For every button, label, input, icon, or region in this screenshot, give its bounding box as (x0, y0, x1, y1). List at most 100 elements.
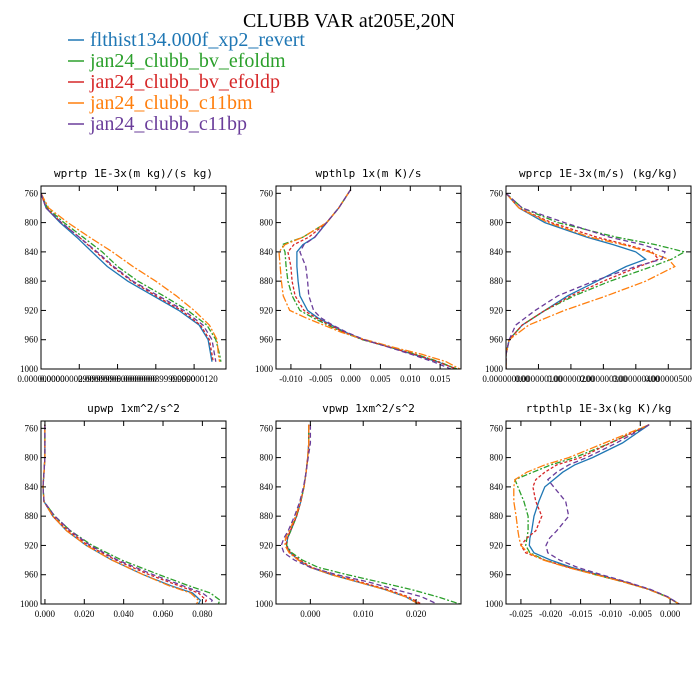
y-tick-label-0-2: 840 (25, 247, 39, 257)
series-line-2-3 (506, 192, 676, 369)
y-tick-label-3-1: 800 (25, 453, 39, 463)
series-line-5-2 (520, 424, 680, 604)
panels: wprtp 1E-3x(m kg)/(s kg) 760 800 840 880 920 9… (17, 167, 692, 619)
x-tick-label-5-2: -0.015 (569, 609, 593, 619)
panel-1: wpthlp 1x(m K)/s 760 800 840 880 920 960 1000 -0… (255, 167, 462, 384)
series-line-3-1 (42, 424, 221, 604)
panel-title-3: upwp 1xm^2/s^2 (87, 402, 180, 415)
series-line-4-0 (285, 424, 420, 604)
series-line-2-2 (506, 192, 660, 369)
x-tick-label-4-1: 0.010 (353, 609, 374, 619)
y-tick-label-2-3: 880 (490, 276, 504, 286)
series-line-3-2 (42, 424, 208, 604)
y-tick-label-1-0: 760 (260, 188, 274, 198)
series-line-4-3 (284, 424, 420, 604)
x-tick-label-0-4: 0.000000120 (170, 374, 218, 384)
y-tick-label-2-1: 800 (490, 218, 504, 228)
x-tick-label-3-2: 0.040 (114, 609, 135, 619)
panel-frame-2 (505, 185, 692, 370)
y-tick-label-3-3: 880 (25, 511, 39, 521)
x-tick-label-5-0: -0.025 (509, 609, 533, 619)
y-tick-label-0-5: 960 (25, 335, 39, 345)
panel-5: rtpthlp 1E-3x(kg K)/kg 760 800 840 880 920 960… (485, 402, 692, 619)
series-line-3-0 (42, 424, 202, 604)
y-tick-label-3-5: 960 (25, 570, 39, 580)
y-tick-label-0-0: 760 (25, 188, 39, 198)
series-line-4-4 (280, 424, 438, 604)
x-tick-label-3-1: 0.020 (74, 609, 95, 619)
y-tick-label-5-1: 800 (490, 453, 504, 463)
series-line-0-0 (41, 193, 213, 362)
x-tick-label-1-1: -0.005 (309, 374, 333, 384)
y-tick-label-1-3: 880 (260, 276, 274, 286)
panel-title-0: wprtp 1E-3x(m kg)/(s kg) (54, 167, 213, 180)
y-tick-label-3-2: 840 (25, 482, 39, 492)
panel-frame-0 (40, 185, 227, 370)
y-tick-label-5-5: 960 (490, 570, 504, 580)
y-tick-label-5-6: 1000 (485, 599, 504, 609)
x-tick-label-0-0: 0.000000000 (17, 374, 65, 384)
y-tick-label-4-2: 840 (260, 482, 274, 492)
y-tick-label-2-0: 760 (490, 188, 504, 198)
series-line-1-1 (281, 189, 458, 369)
y-tick-label-0-3: 880 (25, 276, 39, 286)
panel-frame-1 (275, 185, 462, 370)
panel-2: wprcp 1E-3x(m/s) (kg/kg) 760 800 840 880 920 9… (482, 167, 692, 384)
y-tick-label-5-4: 920 (490, 540, 504, 550)
y-tick-label-2-2: 840 (490, 247, 504, 257)
x-tick-label-0-3: 0.0000000899999990 (116, 374, 195, 384)
series-line-2-1 (506, 192, 687, 369)
x-tick-label-0-1: 0.0000000299999990 (40, 374, 119, 384)
x-tick-label-5-5: 0.000 (660, 609, 681, 619)
x-tick-label-5-1: -0.020 (539, 609, 563, 619)
x-tick-label-3-3: 0.060 (153, 609, 174, 619)
series-line-0-1 (41, 193, 222, 362)
series-line-4-1 (285, 424, 461, 604)
series-line-3-3 (42, 424, 200, 604)
panel-frame-3 (40, 420, 227, 605)
series-line-0-3 (41, 192, 221, 362)
panel-frame-5 (505, 420, 692, 605)
series-line-0-4 (41, 193, 217, 362)
y-tick-label-2-5: 960 (490, 335, 504, 345)
series-line-1-4 (299, 189, 452, 369)
y-tick-label-4-1: 800 (260, 453, 274, 463)
legend: flthist134.000f_xp2_revertjan24_clubb_bv… (68, 29, 305, 135)
x-tick-label-3-4: 0.080 (192, 609, 213, 619)
x-tick-label-0-2: 0.0000000600000000 (78, 374, 157, 384)
panel-frame-4 (275, 420, 462, 605)
y-tick-label-0-6: 1000 (20, 364, 39, 374)
y-tick-label-2-4: 920 (490, 305, 504, 315)
y-tick-label-5-2: 840 (490, 482, 504, 492)
y-tick-label-0-1: 800 (25, 218, 39, 228)
y-tick-label-4-5: 960 (260, 570, 274, 580)
series-line-2-4 (506, 192, 666, 369)
x-tick-label-2-1: 0.000000100 (515, 374, 563, 384)
panel-title-4: vpwp 1xm^2/s^2 (322, 402, 415, 415)
series-line-2-0 (506, 192, 647, 369)
y-tick-label-5-0: 760 (490, 423, 504, 433)
legend-label-3: jan24_clubb_c11bm (89, 92, 253, 114)
x-tick-label-1-3: 0.005 (370, 374, 391, 384)
x-tick-label-2-4: 0.000000400 (612, 374, 660, 384)
y-tick-label-5-3: 880 (490, 511, 504, 521)
series-line-1-3 (278, 189, 461, 369)
x-tick-label-3-0: 0.000 (35, 609, 56, 619)
series-line-4-2 (285, 424, 422, 604)
y-tick-label-1-2: 840 (260, 247, 274, 257)
panel-4: vpwp 1xm^2/s^2 760 800 840 880 920 960 1000 0.00… (255, 402, 462, 619)
y-tick-label-1-5: 960 (260, 335, 274, 345)
panel-0: wprtp 1E-3x(m kg)/(s kg) 760 800 840 880 920 9… (17, 167, 227, 384)
y-tick-label-4-4: 920 (260, 540, 274, 550)
y-tick-label-1-4: 920 (260, 305, 274, 315)
x-tick-label-5-4: -0.005 (629, 609, 653, 619)
y-tick-label-2-6: 1000 (485, 364, 504, 374)
legend-label-2: jan24_clubb_bv_efoldp (89, 71, 280, 93)
legend-label-0: flthist134.000f_xp2_revert (90, 29, 305, 51)
series-line-1-0 (296, 189, 458, 369)
series-line-3-4 (42, 424, 214, 604)
y-tick-label-3-0: 760 (25, 423, 39, 433)
legend-label-1: jan24_clubb_bv_efoldm (89, 50, 286, 72)
x-tick-label-2-3: 0.000000300 (580, 374, 628, 384)
